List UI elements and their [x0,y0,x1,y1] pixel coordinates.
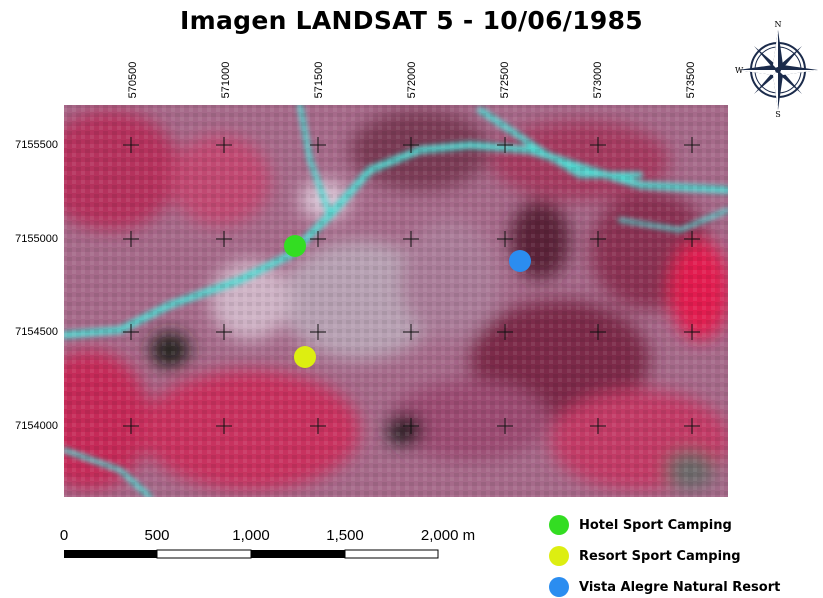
legend-dot-icon [549,577,569,597]
scale-label: 500 [144,527,170,544]
map-title: Imagen LANDSAT 5 - 10/06/1985 [180,6,643,35]
grid-cross-icon [123,231,139,247]
grid-cross-icon [684,324,700,340]
grid-cross-icon [216,137,232,153]
scale-label: 1,500 [326,527,364,544]
grid-cross-icon [590,418,606,434]
landsat-image [64,105,728,497]
site-marker[interactable] [294,346,316,368]
legend-item: Hotel Sport Camping [549,514,732,536]
grid-cross-icon [590,231,606,247]
compass-w-label: W [735,66,744,75]
grid-cross-icon [684,231,700,247]
y-coord-label: 7154500 [15,326,58,338]
grid-cross-icon [403,137,419,153]
grid-cross-icon [123,137,139,153]
compass-s-label: S [775,110,780,118]
grid-cross-icon [684,137,700,153]
scale-label: 2,000 m [420,527,476,544]
grid-cross-icon [497,231,513,247]
grid-cross-icon [216,418,232,434]
grid-cross-icon [310,324,326,340]
legend-label: Vista Alegre Natural Resort [579,579,781,595]
grid-cross-icon [403,324,419,340]
grid-cross-icon [403,418,419,434]
grid-cross-icon [497,418,513,434]
grid-cross-icon [497,137,513,153]
grid-cross-icon [590,324,606,340]
grid-cross-icon [403,231,419,247]
grid-cross-icon [123,324,139,340]
grid-cross-icon [123,418,139,434]
site-marker[interactable] [284,235,306,257]
compass-n-label: N [775,20,782,29]
legend-dot-icon [549,515,569,535]
legend-label: Resort Sport Camping [579,548,741,564]
grid-cross-icon [310,137,326,153]
grid-cross-icon [310,418,326,434]
grid-cross-icon [497,324,513,340]
y-coord-label: 7155000 [15,233,58,245]
grid-crosses [123,137,700,434]
compass-rose-icon: N S W [735,20,818,118]
site-marker[interactable] [509,250,531,272]
y-coord-label: 7155500 [15,139,58,151]
grid-cross-icon [684,418,700,434]
y-coord-label: 7154000 [15,420,58,432]
legend-dot-icon [549,546,569,566]
grid-cross-icon [310,231,326,247]
grid-cross-icon [216,324,232,340]
grid-cross-icon [216,231,232,247]
legend-item: Vista Alegre Natural Resort [549,576,780,598]
scale-label: 0 [59,527,69,544]
legend-item: Resort Sport Camping [549,545,741,567]
scale-label: 1,000 [232,527,270,544]
grid-cross-icon [590,137,606,153]
legend-label: Hotel Sport Camping [579,517,732,533]
